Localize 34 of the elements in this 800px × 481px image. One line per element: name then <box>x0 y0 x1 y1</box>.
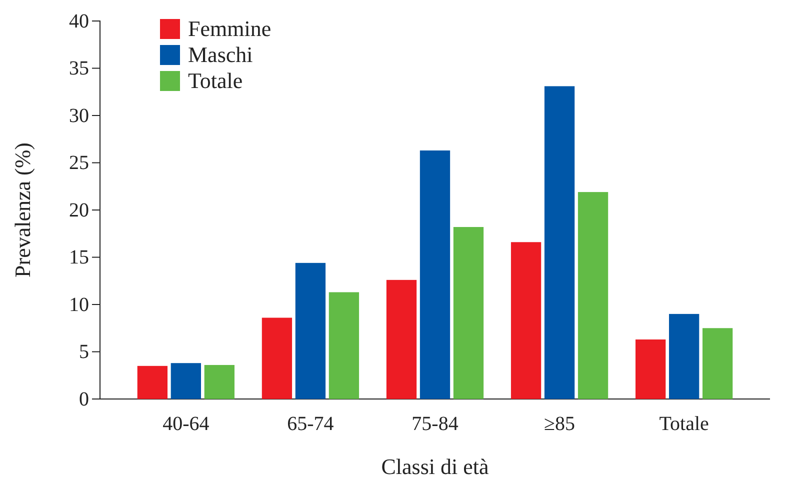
y-tick-label: 5 <box>79 341 89 364</box>
x-tick-label: 40-64 <box>162 413 210 435</box>
y-tick-label: 35 <box>69 58 89 80</box>
x-tick-label: ≥85 <box>544 413 576 435</box>
bar <box>453 227 484 399</box>
y-tick-label: 30 <box>69 104 89 127</box>
bar <box>262 318 292 399</box>
bar <box>544 86 575 399</box>
y-tick-label: 15 <box>69 246 89 269</box>
bar <box>295 262 326 399</box>
x-tick-label: Totale <box>659 413 710 435</box>
bar <box>510 242 542 399</box>
bar <box>669 314 700 399</box>
legend-label: Maschi <box>188 42 253 67</box>
bar <box>636 339 666 399</box>
x-tick-label: 75-84 <box>412 413 458 435</box>
y-tick-label: 40 <box>69 10 89 32</box>
x-axis-title: Classi di età <box>381 454 489 479</box>
y-tick-label: 20 <box>69 199 89 222</box>
y-tick-label: 0 <box>79 388 89 410</box>
x-tick-label: 65-74 <box>287 413 334 435</box>
bar <box>328 292 360 399</box>
y-tick-label: 10 <box>69 294 89 316</box>
bar <box>702 328 733 399</box>
bar <box>420 150 450 399</box>
legend-label: Femmine <box>188 16 272 41</box>
bar <box>386 280 417 399</box>
y-axis-title: Prevalenza (%) <box>10 142 35 278</box>
legend-label: Totale <box>188 68 243 93</box>
bar <box>137 366 168 399</box>
bar <box>578 192 608 399</box>
bar <box>204 364 234 399</box>
bar <box>170 363 201 399</box>
y-tick-label: 25 <box>69 152 89 174</box>
